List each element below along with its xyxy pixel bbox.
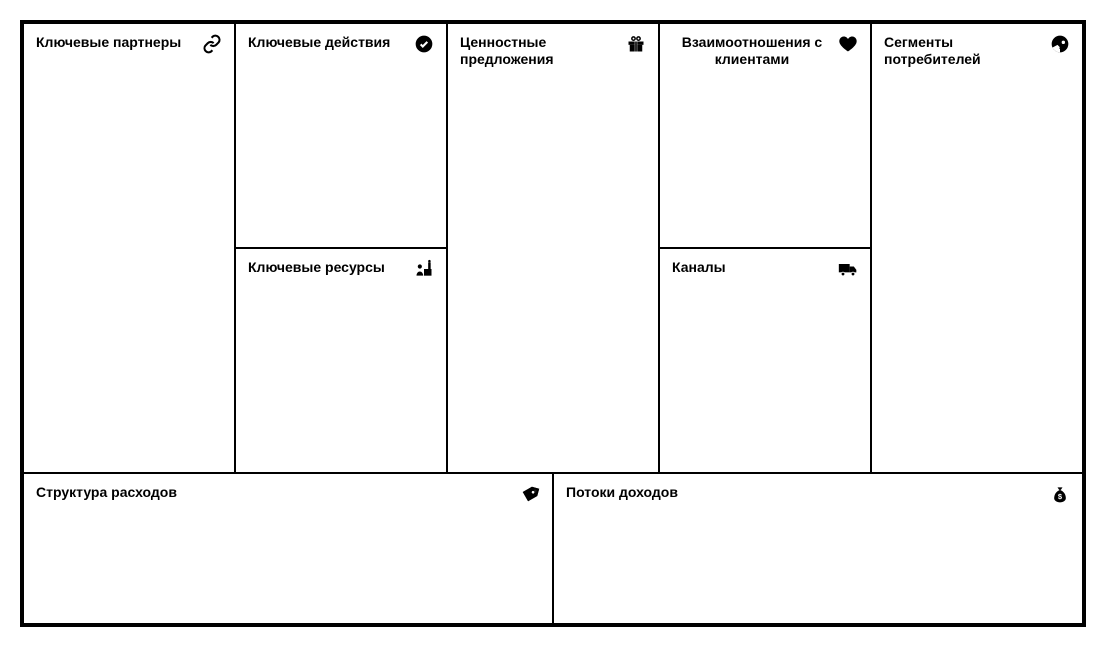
cell-cost-structure: Структура расходов <box>23 473 553 624</box>
cell-header: Каналы <box>672 259 858 279</box>
cell-header: Ключевые ресурсы <box>248 259 434 279</box>
cell-channels: Каналы <box>659 248 871 473</box>
cell-value-propositions: Ценностные предложения <box>447 23 659 473</box>
cell-title: Потоки доходов <box>566 484 678 501</box>
cell-customer-segments: Сегменты потребителей <box>871 23 1083 473</box>
cell-header: Ключевые действия <box>248 34 434 54</box>
cell-header: Потоки доходов $ <box>566 484 1070 504</box>
cell-title: Каналы <box>672 259 726 276</box>
gift-icon <box>626 34 646 54</box>
check-icon <box>414 34 434 54</box>
cell-title: Ценностные предложения <box>460 34 620 68</box>
cell-revenue-streams: Потоки доходов $ <box>553 473 1083 624</box>
cell-title: Структура расходов <box>36 484 177 501</box>
heart-icon <box>838 34 858 54</box>
cell-header: Взаимоотношения с клиентами <box>672 34 858 68</box>
cell-title: Сегменты потребителей <box>884 34 1044 68</box>
cell-key-resources: Ключевые ресурсы <box>235 248 447 473</box>
person-icon <box>1050 34 1070 54</box>
cell-title: Взаимоотношения с клиентами <box>672 34 832 68</box>
cell-customer-relationships: Взаимоотношения с клиентами <box>659 23 871 248</box>
cell-header: Структура расходов <box>36 484 540 504</box>
business-model-canvas: Ключевые партнеры Ключевые действия Ключ… <box>20 20 1086 627</box>
cell-header: Сегменты потребителей <box>884 34 1070 68</box>
truck-icon <box>838 259 858 279</box>
link-icon <box>202 34 222 54</box>
cell-header: Ценностные предложения <box>460 34 646 68</box>
cell-title: Ключевые партнеры <box>36 34 181 51</box>
cell-key-activities: Ключевые действия <box>235 23 447 248</box>
cell-header: Ключевые партнеры <box>36 34 222 54</box>
cell-title: Ключевые действия <box>248 34 390 51</box>
factory-icon <box>414 259 434 279</box>
cell-key-partners: Ключевые партнеры <box>23 23 235 473</box>
moneybag-icon: $ <box>1050 484 1070 504</box>
tag-icon <box>520 484 540 504</box>
cell-title: Ключевые ресурсы <box>248 259 385 276</box>
